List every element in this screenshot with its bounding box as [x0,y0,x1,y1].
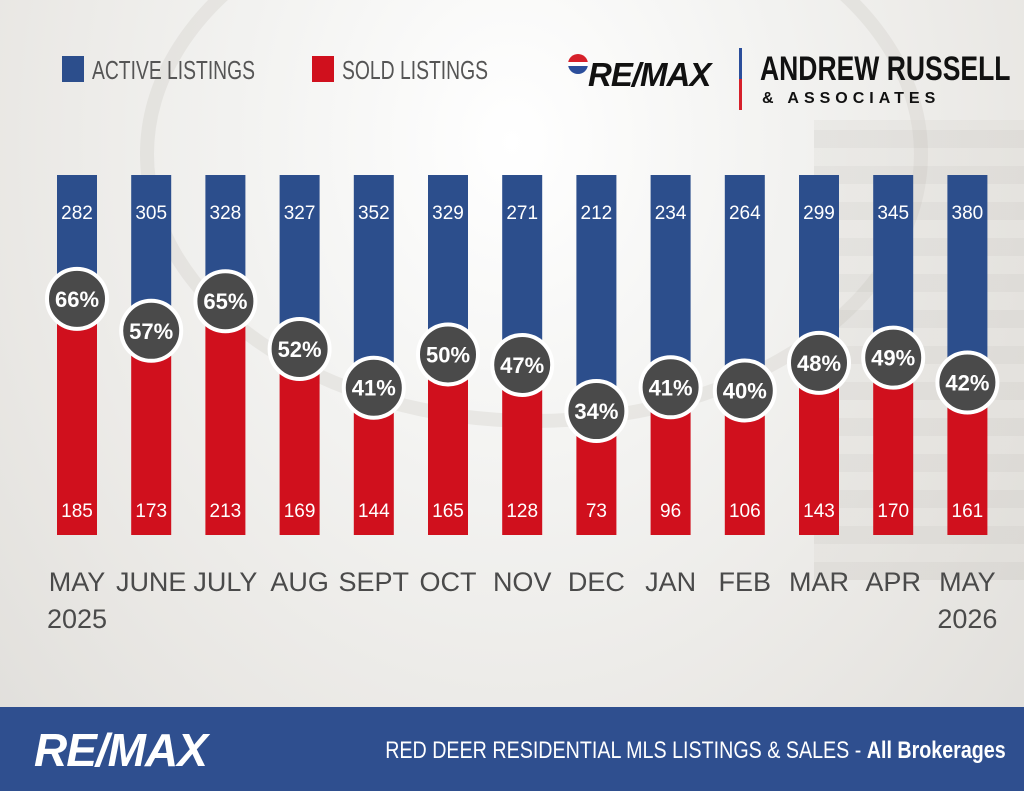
category-label: NOV [493,567,552,597]
category-label: JULY [193,567,257,597]
percent-label: 49% [871,346,915,371]
bar-sold [131,330,172,535]
percent-badge [119,298,184,363]
percent-label: 57% [129,319,173,344]
active-value-label: 329 [432,203,464,224]
percent-label: 65% [203,289,247,314]
bar-active [353,175,394,388]
percent-badge [45,266,109,331]
percent-badge [935,350,1000,415]
sold-value-label: 128 [506,501,538,522]
sold-value-label: 170 [877,501,909,522]
sold-value-label: 213 [210,501,242,522]
bar-sold [57,298,97,535]
percent-label: 34% [574,399,618,424]
footer-banner: RE/MAX RED DEER RESIDENTIAL MLS LISTINGS… [0,707,1024,791]
category-label: MAR [789,567,849,597]
category-label: JUNE [116,567,187,597]
category-label: 2026 [937,604,997,634]
percent-badge [193,269,258,334]
percent-badge [341,355,406,420]
brand-remax-logo: RE/MAX [588,56,711,93]
percent-badge [564,379,629,444]
sold-value-label: 161 [952,501,984,522]
bar-active [576,175,617,412]
bar-active [724,175,765,391]
active-value-label: 234 [655,203,687,224]
percent-label: 41% [352,376,396,401]
bar-sold [205,301,246,535]
active-value-label: 305 [135,203,167,224]
brand-divider [739,48,742,110]
footer-title-main: RED DEER RESIDENTIAL MLS LISTINGS & SALE… [385,737,868,764]
category-label: 2025 [47,604,107,634]
bar-active [947,175,988,383]
percent-label: 47% [500,353,544,378]
legend-swatch-active [62,56,84,82]
percent-label: 52% [278,337,322,362]
category-label: JAN [645,567,696,597]
active-value-label: 264 [729,203,761,224]
legend-swatch-sold [312,56,334,82]
active-value-label: 299 [803,203,835,224]
category-label: APR [865,567,921,597]
percent-badge [638,355,703,420]
percent-badge [861,325,926,390]
sold-value-label: 144 [358,501,390,522]
category-label: FEB [719,567,772,597]
active-value-label: 328 [210,203,242,224]
active-value-label: 282 [61,203,93,224]
legend-label-sold: SOLD LISTINGS [342,55,488,85]
footer-title: RED DEER RESIDENTIAL MLS LISTINGS & SALE… [386,737,1006,765]
percent-badge [416,322,480,387]
sold-value-label: 185 [61,501,93,522]
percent-label: 66% [55,287,99,312]
category-label: OCT [420,567,477,597]
category-label: MAY [49,567,106,597]
category-label: MAY [939,567,996,597]
footer-title-bold: All Brokerages [867,737,1006,764]
category-label: AUG [270,567,329,597]
percent-badge [490,332,555,397]
bar-group: 282 185 66% MAY 2025 305 173 57% JUNE 328 213 65% JU… [45,175,1000,634]
active-value-label: 271 [506,203,538,224]
percent-label: 41% [649,375,693,400]
active-value-label: 352 [358,203,390,224]
sold-value-label: 96 [660,501,681,522]
sold-value-label: 173 [135,501,167,522]
active-value-label: 212 [581,203,613,224]
category-label: DEC [568,567,625,597]
remax-balloon-icon [568,54,588,74]
percent-label: 50% [426,342,470,367]
sold-value-label: 73 [586,501,607,522]
percent-label: 42% [945,370,989,395]
percent-badge [712,358,777,423]
active-value-label: 345 [877,203,909,224]
sold-value-label: 143 [803,501,835,522]
category-label: SEPT [339,567,410,597]
chart-legend: ACTIVE LISTINGS SOLD LISTINGS [62,55,488,85]
active-value-label: 327 [284,203,316,224]
bar-active [650,175,691,388]
sold-value-label: 106 [729,501,761,522]
sold-value-label: 169 [284,501,316,522]
legend-label-active: ACTIVE LISTINGS [92,55,255,85]
percent-badge [267,316,332,381]
percent-label: 40% [723,378,767,403]
footer-remax-logo: RE/MAX [34,724,208,776]
brand-name: ANDREW RUSSELL [760,50,1011,88]
sold-value-label: 165 [432,501,464,522]
percent-label: 48% [797,351,841,376]
brand-subtitle: & ASSOCIATES [762,90,941,107]
active-value-label: 380 [952,203,984,224]
percent-badge [787,330,851,395]
